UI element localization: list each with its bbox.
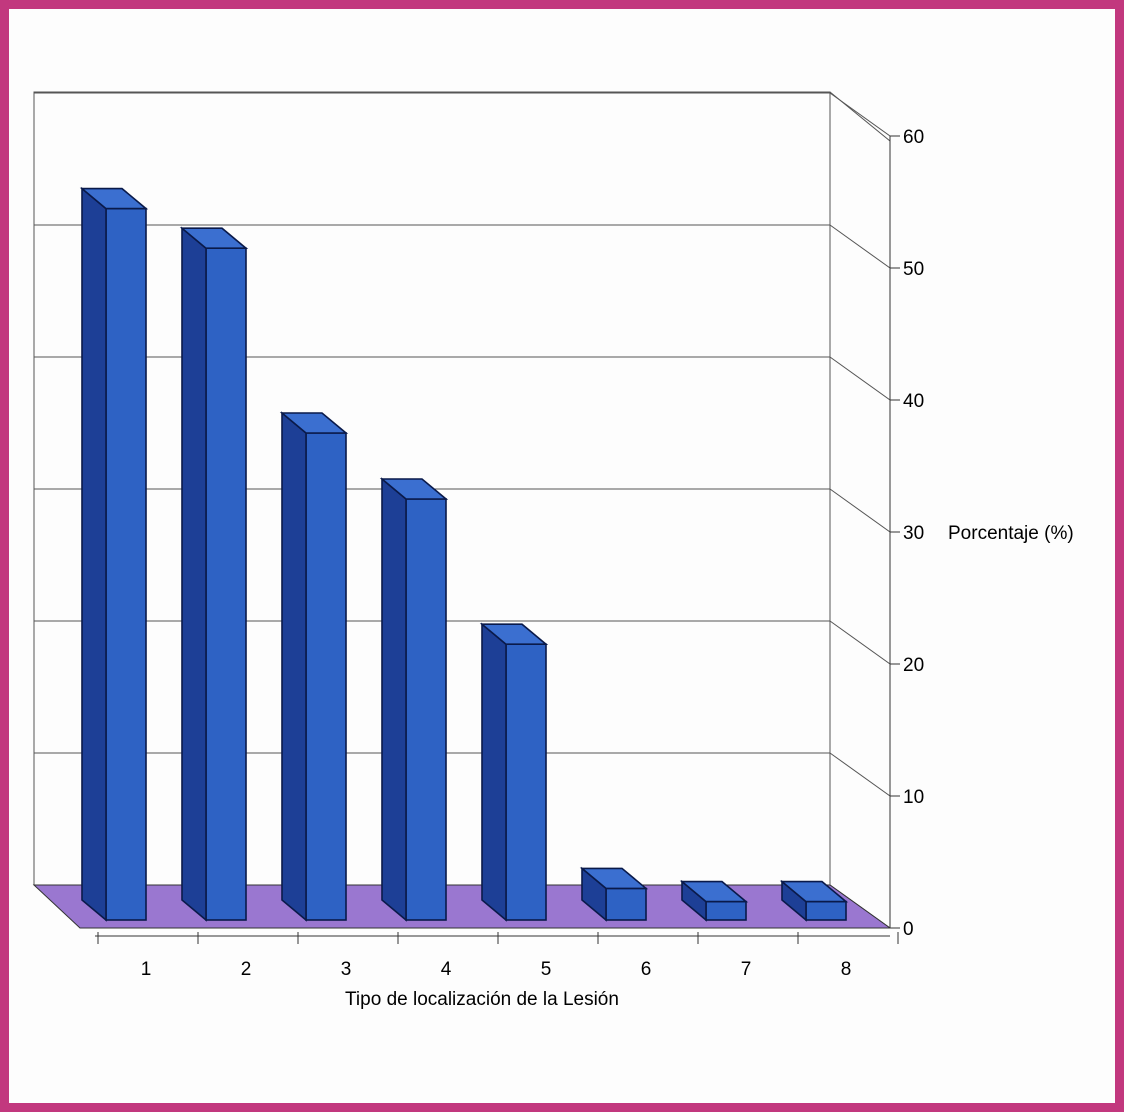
bar-front — [705, 900, 747, 921]
side-gridline — [829, 488, 891, 533]
bar-top — [279, 412, 349, 434]
y-axis-label: Porcentaje (%) — [948, 523, 1074, 544]
bars — [79, 186, 849, 922]
bar-side — [181, 226, 207, 922]
bar-top — [179, 227, 249, 249]
bar-2 — [179, 226, 249, 922]
bar-side — [481, 622, 507, 922]
bar-top — [479, 623, 549, 646]
x-tick-label: 3 — [341, 959, 352, 980]
bar-8 — [779, 879, 849, 922]
side-gridline — [829, 356, 891, 401]
side-gridline — [829, 620, 891, 665]
bar-front — [305, 432, 347, 921]
x-axis-label: Tipo de localización de la Lesión — [345, 989, 619, 1010]
bar-top — [79, 187, 149, 210]
bar-front — [805, 900, 847, 921]
bar-front — [105, 207, 147, 921]
bar-4 — [379, 477, 449, 922]
x-tick-label: 8 — [841, 959, 852, 980]
x-tick-label: 5 — [541, 959, 552, 980]
bar-side — [81, 186, 107, 922]
bar-7 — [679, 879, 749, 922]
chart-floor — [32, 884, 892, 929]
bar-front — [605, 887, 647, 921]
bar-top — [779, 880, 849, 903]
tick-labels: 1 2 3 4 5 6 7 8 0 10 20 30 40 50 60 — [141, 127, 924, 980]
bar-top — [679, 880, 749, 903]
side-gridline — [829, 92, 891, 137]
bar-3 — [279, 411, 349, 922]
bar-top — [379, 478, 449, 500]
bar-6 — [579, 866, 649, 922]
x-tick-label: 2 — [241, 959, 252, 980]
x-tick-label: 7 — [741, 959, 752, 980]
bar-1 — [79, 186, 149, 922]
bar-5 — [479, 622, 549, 922]
side-gridline — [829, 752, 891, 797]
chart-floor-plane — [32, 884, 892, 929]
y-tick-label: 60 — [903, 127, 924, 148]
y-tick-label: 0 — [903, 919, 914, 940]
y-tick-label: 30 — [903, 523, 924, 544]
bar-top — [579, 867, 649, 890]
x-tick-label: 4 — [441, 959, 452, 980]
bar-side — [281, 411, 307, 922]
y-tick-label: 10 — [903, 787, 924, 808]
y-tick-label: 20 — [903, 655, 924, 676]
x-tick-label: 1 — [141, 959, 152, 980]
y-tick-label: 40 — [903, 391, 924, 412]
bar-side — [381, 477, 407, 922]
bar-front — [505, 643, 547, 921]
side-gridline — [829, 224, 891, 269]
bar-front — [205, 247, 247, 921]
bar-front — [405, 498, 447, 921]
axes — [95, 135, 900, 944]
x-tick-label: 6 — [641, 959, 652, 980]
gridlines — [34, 92, 891, 929]
y-tick-label: 50 — [903, 259, 924, 280]
